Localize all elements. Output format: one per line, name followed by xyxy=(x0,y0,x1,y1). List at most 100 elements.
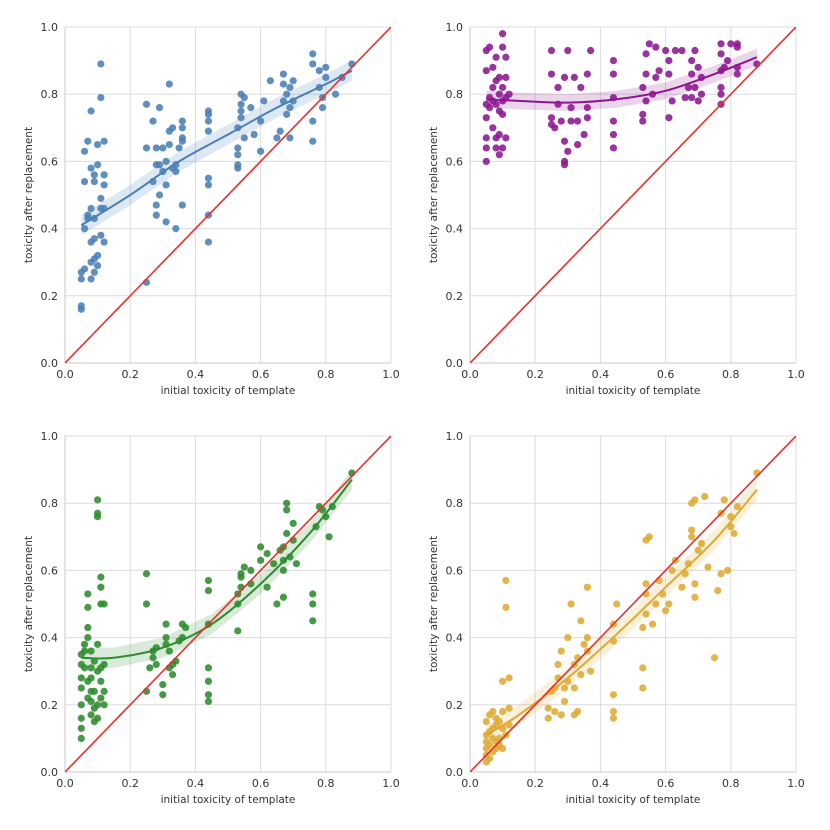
data-point xyxy=(560,137,569,145)
data-point xyxy=(162,181,170,189)
data-point xyxy=(162,218,170,226)
data-point xyxy=(544,714,552,722)
data-point xyxy=(155,161,164,169)
data-point xyxy=(727,40,735,48)
data-point xyxy=(247,566,255,574)
data-point xyxy=(279,566,288,574)
data-point xyxy=(315,67,323,75)
data-point xyxy=(665,70,673,78)
data-point xyxy=(159,691,167,699)
data-point xyxy=(80,177,89,186)
y-tick-label: 0.6 xyxy=(41,155,59,168)
data-point xyxy=(94,714,102,722)
data-point xyxy=(681,93,689,102)
data-point xyxy=(717,90,725,98)
data-point xyxy=(665,114,673,122)
data-point xyxy=(204,586,213,595)
y-tick-label: 0.0 xyxy=(446,357,464,370)
data-point xyxy=(495,73,503,81)
data-point xyxy=(587,667,595,675)
fit-line xyxy=(485,489,758,736)
data-point xyxy=(665,57,673,65)
data-point xyxy=(152,201,160,209)
x-axis-label: initial toxicity of template xyxy=(566,385,701,397)
data-point xyxy=(84,603,92,611)
x-tick-label: 0.6 xyxy=(252,777,270,790)
data-point xyxy=(502,134,510,142)
data-point xyxy=(482,157,490,165)
data-point xyxy=(279,70,288,78)
fit-line xyxy=(80,69,353,227)
x-tick-label: 0.8 xyxy=(317,777,335,790)
data-point xyxy=(90,235,98,243)
data-point xyxy=(263,583,271,591)
data-point xyxy=(178,117,186,125)
data-point xyxy=(691,46,699,55)
y-tick-label: 1.0 xyxy=(41,21,59,34)
data-point xyxy=(723,566,732,574)
data-point xyxy=(162,620,170,628)
data-point xyxy=(560,697,569,706)
data-point xyxy=(587,46,595,55)
data-point xyxy=(97,677,105,685)
x-tick-label: 1.0 xyxy=(382,368,400,381)
data-point xyxy=(583,634,591,642)
identity-line xyxy=(470,436,796,772)
data-point xyxy=(234,151,242,159)
data-point xyxy=(551,707,559,716)
data-point xyxy=(80,147,89,155)
data-point xyxy=(648,620,657,628)
y-tick-label: 0.8 xyxy=(446,497,464,510)
data-point xyxy=(87,697,95,706)
data-point xyxy=(609,144,618,152)
data-point xyxy=(678,46,686,55)
identity-line xyxy=(65,436,391,772)
x-tick-label: 0.2 xyxy=(526,368,544,381)
data-point xyxy=(482,134,490,142)
data-point xyxy=(662,607,670,615)
data-point xyxy=(100,171,108,179)
data-point xyxy=(642,610,650,618)
y-tick-label: 0.6 xyxy=(446,564,464,577)
data-point xyxy=(697,539,706,548)
data-point xyxy=(283,529,291,538)
data-point xyxy=(688,93,696,102)
data-point xyxy=(94,261,102,270)
data-point xyxy=(94,496,102,504)
data-point xyxy=(172,225,180,233)
data-point xyxy=(250,130,258,139)
data-point xyxy=(142,570,151,578)
fit-line xyxy=(81,479,353,660)
data-point xyxy=(84,634,92,642)
data-point xyxy=(152,144,160,152)
data-point xyxy=(652,43,660,51)
data-point xyxy=(694,97,702,105)
data-point xyxy=(240,93,248,102)
data-point xyxy=(178,134,186,142)
data-point xyxy=(609,707,618,716)
data-point xyxy=(551,124,559,132)
data-point xyxy=(283,110,291,118)
y-axis-label: toxicity after replacement xyxy=(428,536,440,672)
data-point xyxy=(652,73,660,81)
data-point xyxy=(639,623,647,632)
data-point xyxy=(309,137,317,145)
data-point xyxy=(492,100,500,108)
data-point xyxy=(279,593,288,601)
y-tick-label: 0.4 xyxy=(41,632,59,645)
data-point xyxy=(688,70,696,78)
data-point xyxy=(495,90,503,98)
x-tick-label: 0.4 xyxy=(592,777,610,790)
data-point xyxy=(90,171,98,179)
data-point xyxy=(694,546,702,554)
data-point xyxy=(502,53,510,61)
data-point xyxy=(309,600,317,608)
data-point xyxy=(204,691,213,699)
data-point xyxy=(492,53,500,61)
data-point xyxy=(87,204,95,213)
y-tick-label: 0.6 xyxy=(41,564,59,577)
data-point xyxy=(505,90,513,98)
data-point xyxy=(165,141,173,149)
data-point xyxy=(560,157,569,165)
data-point xyxy=(100,600,108,608)
